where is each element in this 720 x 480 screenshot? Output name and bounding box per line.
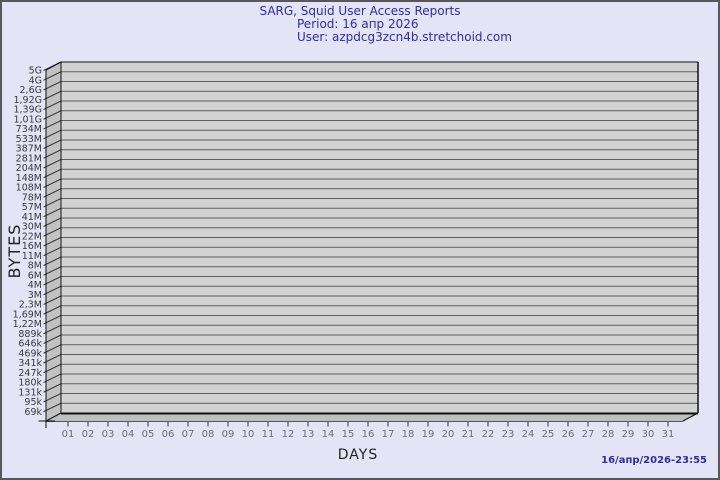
x-tick-label: 07 xyxy=(182,429,195,440)
x-tick-label: 21 xyxy=(462,429,475,440)
x-tick-label: 17 xyxy=(382,429,395,440)
x-tick-label: 13 xyxy=(302,429,315,440)
y-tick-label: 1,92G xyxy=(13,95,42,106)
x-tick-label: 12 xyxy=(282,429,295,440)
x-tick-label: 15 xyxy=(342,429,355,440)
x-tick-label: 22 xyxy=(482,429,495,440)
y-tick-label: 2,6G xyxy=(20,85,42,96)
x-tick-label: 30 xyxy=(642,429,655,440)
x-tick-label: 14 xyxy=(322,429,335,440)
x-tick-label: 11 xyxy=(262,429,275,440)
x-tick-label: 20 xyxy=(442,429,455,440)
y-tick-label: 16M xyxy=(22,241,42,252)
y-tick-label: 148M xyxy=(16,173,42,184)
y-tick-label: 131k xyxy=(18,387,42,398)
x-tick-label: 09 xyxy=(222,429,235,440)
y-tick-label: 2,3M xyxy=(19,300,42,311)
y-tick-label: 247k xyxy=(18,368,42,379)
y-axis-ticks: 5G4G2,6G1,92G1,39G1,01G734M533M387M281M2… xyxy=(13,61,62,418)
x-axis-ticks: 01 02 03 04 05 06 07 08 09 10 11 12 13 14 15 16 17 18 19 20… xyxy=(62,421,675,440)
x-tick-label: 18 xyxy=(402,429,415,440)
y-tick-label: 387M xyxy=(16,144,42,155)
generation-timestamp: 16/апр/2026-23:55 xyxy=(601,455,707,466)
y-tick-label: 1,22M xyxy=(13,319,42,330)
y-tick-label: 341k xyxy=(18,358,42,369)
y-tick-label: 41M xyxy=(22,212,42,223)
y-tick-label: 533M xyxy=(16,134,42,145)
x-tick-label: 16 xyxy=(362,429,375,440)
y-tick-label: 22M xyxy=(22,231,42,242)
wall-bottom-edge xyxy=(45,412,62,422)
y-gridlines xyxy=(61,61,698,404)
y-tick-label: 4M xyxy=(28,280,42,291)
y-tick-label: 3M xyxy=(28,290,42,301)
x-tick-label: 10 xyxy=(242,429,255,440)
y-tick-label: 889k xyxy=(18,329,42,340)
y-tick-label: 108M xyxy=(16,183,42,194)
x-axis-title: DAYS xyxy=(337,447,379,463)
x-tick-label: 29 xyxy=(622,429,635,440)
chart-outline xyxy=(38,61,699,428)
x-tick-label: 26 xyxy=(562,429,575,440)
floor-right-edge xyxy=(682,412,699,422)
wall-top-edge xyxy=(45,61,62,71)
y-tick-label: 6M xyxy=(28,270,42,281)
x-tick-label: 01 xyxy=(62,429,75,440)
report-period: Period: 16 апр 2026 xyxy=(297,17,419,31)
x-tick-label: 27 xyxy=(582,429,595,440)
y-tick-label: 734M xyxy=(16,124,42,135)
y-tick-label: 281M xyxy=(16,153,42,164)
y-tick-label: 646k xyxy=(18,339,42,350)
x-tick-label: 06 xyxy=(162,429,175,440)
y-tick-label: 1,01G xyxy=(13,114,42,125)
y-tick-label: 57M xyxy=(22,202,42,213)
report-title: SARG, Squid User Access Reports xyxy=(259,4,461,18)
y-tick-label: 95k xyxy=(24,397,42,408)
x-tick-label: 04 xyxy=(122,429,135,440)
y-tick-label: 469k xyxy=(18,348,42,359)
x-tick-label: 25 xyxy=(542,429,555,440)
y-tick-label: 69k xyxy=(24,407,42,418)
y-tick-label: 180k xyxy=(18,378,42,389)
x-tick-label: 08 xyxy=(202,429,215,440)
x-tick-label: 05 xyxy=(142,429,155,440)
chart-floor-3d xyxy=(46,413,698,421)
x-tick-label: 24 xyxy=(522,429,535,440)
y-tick-label: 30M xyxy=(22,222,42,233)
x-tick-label: 28 xyxy=(602,429,615,440)
y-tick-label: 204M xyxy=(16,163,42,174)
y-tick-label: 5G xyxy=(29,66,42,77)
y-tick-label: 78M xyxy=(22,192,42,203)
x-tick-label: 03 xyxy=(102,429,115,440)
y-tick-label: 4G xyxy=(29,75,42,86)
x-tick-label: 02 xyxy=(82,429,95,440)
report-user: User: azpdcg3zcn4b.stretchoid.com xyxy=(297,30,512,44)
y-tick-label: 1,39G xyxy=(13,105,42,116)
x-tick-label: 23 xyxy=(502,429,515,440)
x-tick-label: 31 xyxy=(662,429,675,440)
y-tick-label: 11M xyxy=(22,251,42,262)
y-tick-label: 1,69M xyxy=(13,309,42,320)
x-tick-label: 19 xyxy=(422,429,435,440)
y-tick-label: 8M xyxy=(28,261,42,272)
